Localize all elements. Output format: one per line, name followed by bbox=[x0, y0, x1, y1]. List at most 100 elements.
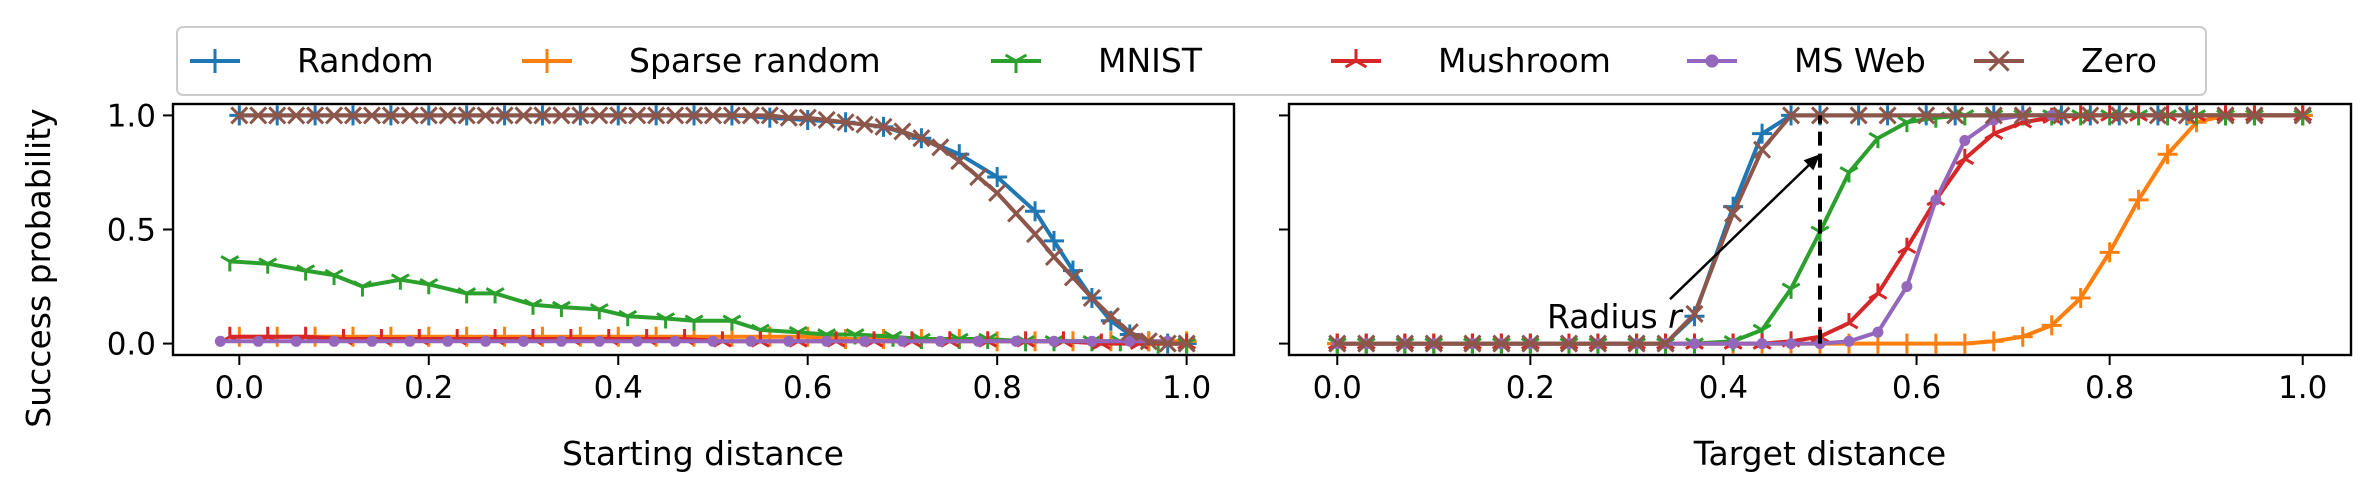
left-point-random bbox=[1025, 201, 1046, 222]
left-point-mnist bbox=[722, 314, 742, 331]
right-point-mnist bbox=[1839, 166, 1859, 183]
right-point-ms-web bbox=[1901, 281, 1913, 293]
left-point-ms-web bbox=[252, 335, 264, 347]
right-point-zero bbox=[1627, 334, 1646, 353]
right-point-ms-web bbox=[1930, 194, 1942, 206]
left-point-zero bbox=[950, 151, 969, 171]
left-point-zero bbox=[590, 106, 609, 125]
right-point-ms-web bbox=[1756, 338, 1768, 350]
left-point-zero bbox=[249, 106, 268, 125]
left-x-tick-label: 0.6 bbox=[783, 370, 832, 406]
right-point-random bbox=[1752, 123, 1773, 144]
left-point-zero bbox=[1101, 307, 1120, 326]
left-point-zero bbox=[874, 117, 893, 136]
right-point-zero bbox=[1328, 334, 1347, 353]
legend-item-ms-web: MS Web bbox=[1687, 41, 1926, 80]
left-point-zero bbox=[324, 106, 344, 125]
left-point-zero bbox=[457, 106, 476, 125]
left-point-zero bbox=[760, 106, 779, 125]
left-point-zero bbox=[514, 106, 533, 125]
left-x-axis-label: Starting distance bbox=[562, 434, 844, 473]
left-point-ms-web bbox=[555, 335, 567, 347]
left-point-ms-web bbox=[404, 335, 416, 347]
right-x-tick-label: 1.0 bbox=[2278, 370, 2327, 406]
left-point-mnist bbox=[353, 280, 372, 297]
left-point-zero bbox=[628, 106, 647, 125]
right-x-ticks: 0.0 0.2 0.4 0.6 0.8 1.0 bbox=[1313, 355, 2327, 406]
left-series-layer bbox=[214, 105, 1197, 354]
left-point-zero bbox=[893, 122, 912, 141]
left-x-tick-label: 1.0 bbox=[1162, 370, 1211, 406]
left-x-tick-label: 0.4 bbox=[594, 370, 643, 406]
left-point-sparse-random bbox=[418, 326, 439, 347]
left-point-zero bbox=[722, 106, 741, 125]
left-series-random bbox=[229, 105, 1197, 354]
left-point-zero bbox=[1139, 332, 1158, 351]
left-point-ms-web bbox=[859, 335, 871, 347]
left-point-zero bbox=[400, 106, 419, 125]
left-point-zero bbox=[988, 183, 1007, 203]
left-point-ms-web bbox=[1048, 335, 1060, 347]
left-y-tick-label: 1.0 bbox=[107, 98, 156, 134]
right-point-zero bbox=[2081, 106, 2100, 125]
left-point-mnist bbox=[324, 268, 344, 286]
legend-label-ms-web: MS Web bbox=[1794, 41, 1926, 80]
left-point-zero bbox=[230, 106, 249, 125]
right-line-zero bbox=[1337, 113, 2303, 346]
left-point-ms-web bbox=[934, 335, 946, 347]
legend-item-sparse-random: Sparse random bbox=[522, 41, 881, 80]
left-point-zero bbox=[912, 129, 931, 148]
left-panel: 0.0 0.2 0.4 0.6 0.8 1.0 0.0 0.5 1.0 Starting di… bbox=[107, 98, 1236, 473]
legend: Random Sparse random MNIST Mushroom MS Web Ze… bbox=[176, 26, 2207, 96]
left-y-ticks: 0.0 0.5 1.0 bbox=[107, 98, 173, 363]
legend-item-random: Random bbox=[190, 41, 434, 80]
left-point-ms-web bbox=[669, 335, 681, 347]
legend-label-zero: Zero bbox=[2081, 41, 2157, 80]
left-point-zero bbox=[931, 138, 950, 157]
right-y-ticks bbox=[1279, 114, 1289, 345]
left-point-zero bbox=[836, 113, 855, 132]
right-point-sparse-random bbox=[2012, 326, 2033, 347]
right-point-mushroom bbox=[1839, 313, 1859, 330]
left-point-sparse-random bbox=[570, 326, 591, 347]
left-point-zero bbox=[855, 115, 874, 134]
radius-arrowhead bbox=[1803, 154, 1820, 171]
left-point-ms-web bbox=[745, 335, 757, 347]
left-point-zero bbox=[1120, 323, 1139, 342]
right-point-sparse-random bbox=[2157, 144, 2178, 165]
left-point-zero bbox=[362, 106, 381, 125]
left-point-ms-web bbox=[328, 335, 340, 347]
legend-marker-zero bbox=[1988, 50, 2010, 72]
left-point-zero bbox=[798, 108, 817, 127]
left-y-tick-label: 0.5 bbox=[107, 213, 156, 249]
right-point-zero bbox=[1357, 334, 1376, 353]
legend-marker-sparse-random bbox=[535, 49, 559, 73]
legend-item-mnist: MNIST bbox=[991, 41, 1203, 80]
right-point-zero bbox=[1492, 334, 1511, 353]
right-x-axis-label: Target distance bbox=[1693, 434, 1946, 473]
right-point-mushroom bbox=[1897, 237, 1917, 255]
left-point-zero bbox=[476, 106, 495, 125]
left-point-ms-web bbox=[821, 335, 833, 347]
left-point-ms-web bbox=[593, 335, 605, 347]
legend-label-mushroom: Mushroom bbox=[1438, 41, 1611, 80]
right-point-ms-web bbox=[1785, 338, 1797, 350]
left-point-mnist bbox=[258, 257, 278, 274]
left-point-zero bbox=[287, 106, 306, 125]
left-point-mnist bbox=[684, 314, 704, 331]
left-point-random bbox=[987, 167, 1008, 188]
right-point-zero bbox=[2293, 106, 2312, 125]
radius-label: Radius r bbox=[1547, 297, 1684, 336]
left-point-zero bbox=[552, 106, 571, 125]
left-point-mnist bbox=[220, 255, 240, 272]
left-point-ms-web bbox=[972, 335, 984, 347]
left-y-tick-label: 0.0 bbox=[107, 327, 156, 363]
left-point-zero bbox=[1063, 268, 1083, 287]
left-point-zero bbox=[533, 106, 552, 125]
left-point-mnist bbox=[618, 309, 638, 327]
left-point-zero bbox=[684, 106, 704, 125]
left-point-random bbox=[1044, 230, 1065, 251]
right-panel: 0.0 0.2 0.4 0.6 0.8 1.0 Radius r Target dista… bbox=[1279, 102, 2353, 473]
right-point-mnist bbox=[1868, 131, 1888, 149]
left-point-ms-web bbox=[366, 335, 378, 347]
